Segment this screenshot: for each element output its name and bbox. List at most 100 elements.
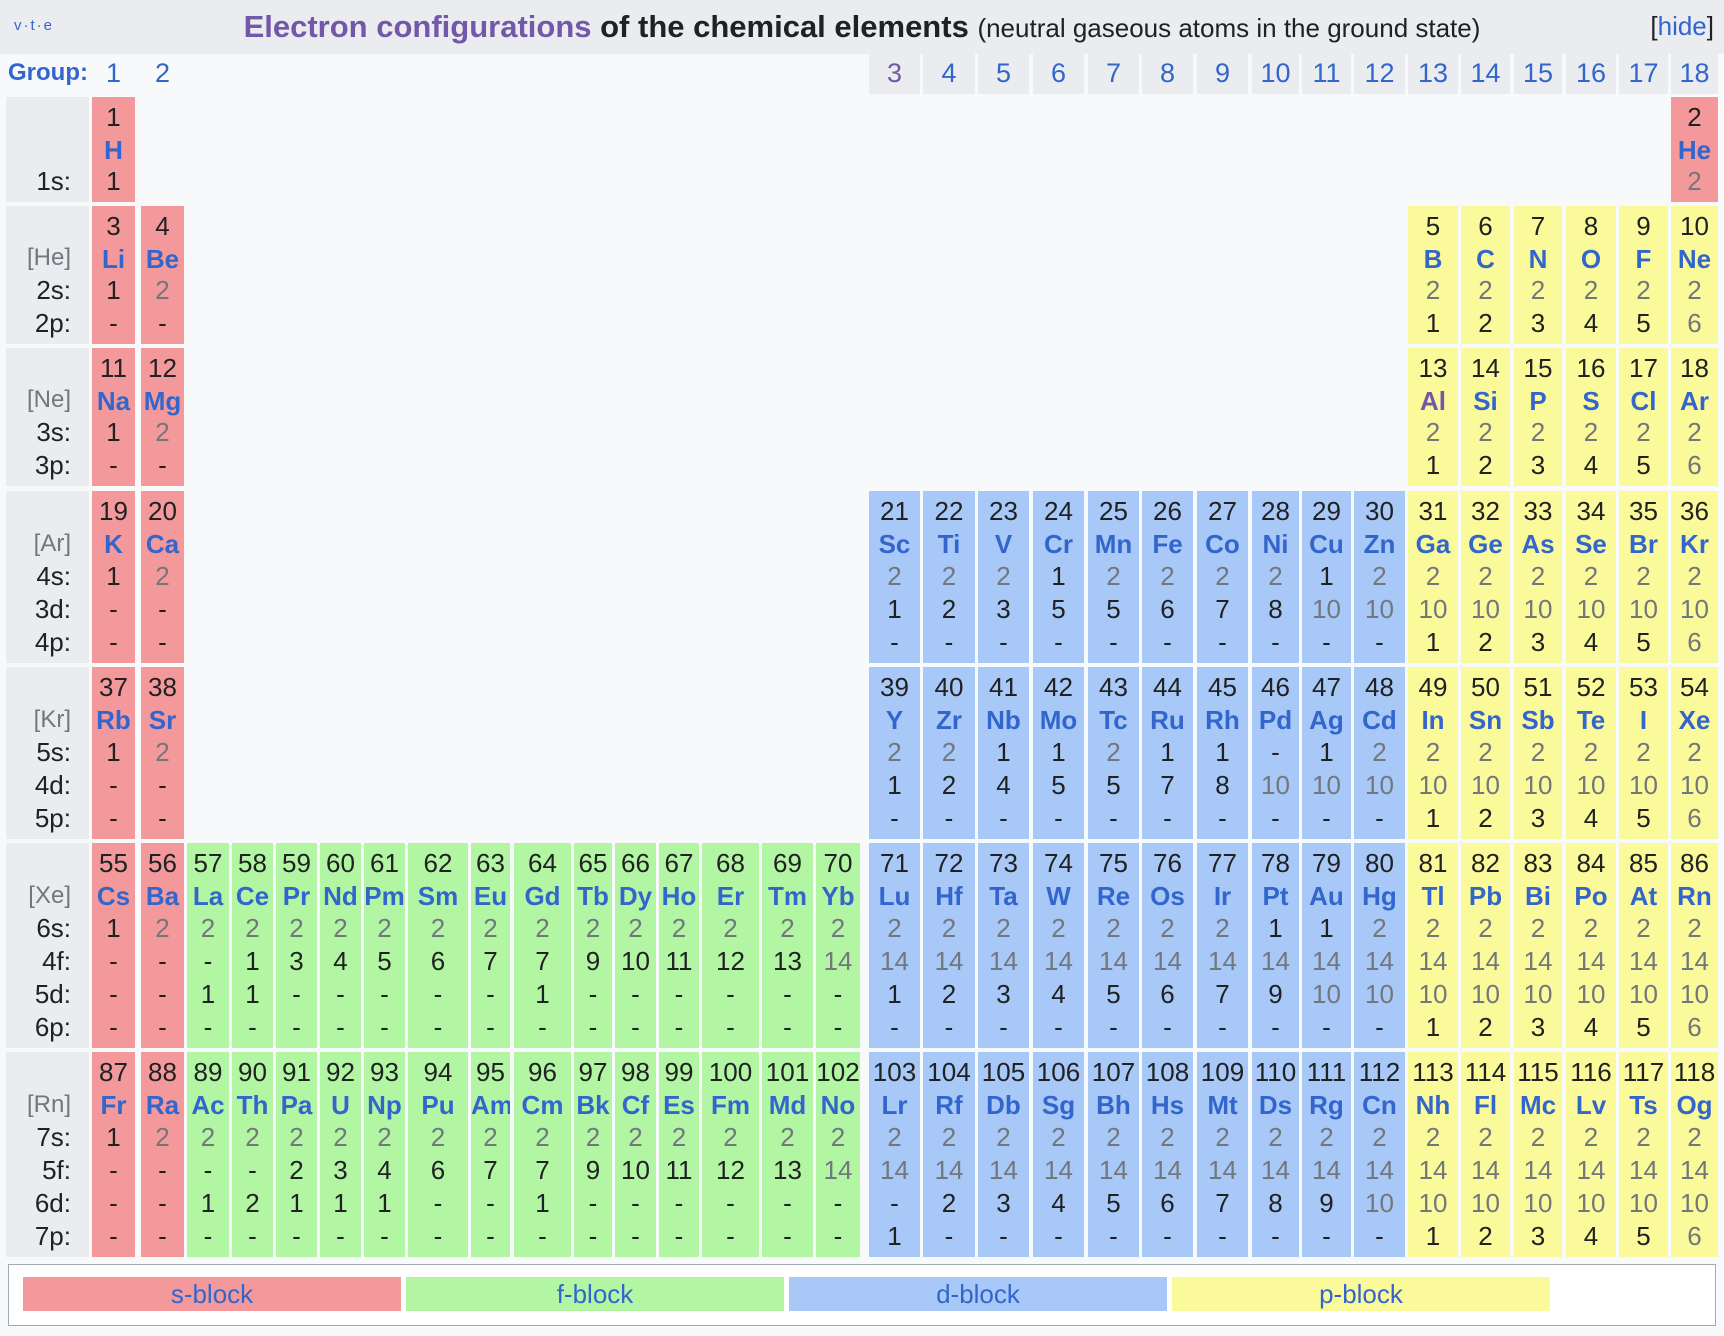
element-symbol[interactable]: Bk [576, 1090, 610, 1120]
element-symbol[interactable]: Db [986, 1090, 1021, 1120]
group-header-7[interactable]: 7 [1088, 52, 1139, 94]
element-cell-lu[interactable]: 71 Lu 2 14 1- [869, 843, 920, 1048]
element-cell-sg[interactable]: 106 Sg 2 14 4- [1033, 1052, 1084, 1257]
element-cell-ag[interactable]: 47 Ag 1 10- [1302, 667, 1351, 839]
element-symbol[interactable]: Br [1629, 529, 1658, 559]
element-symbol[interactable]: Pr [282, 881, 311, 911]
view-template-link[interactable]: v [14, 17, 24, 34]
element-cell-as[interactable]: 33 As 2 10 3 [1514, 491, 1562, 663]
element-cell-at[interactable]: 85 At 2 14 10 5 [1619, 843, 1668, 1048]
element-cell-es[interactable]: 99 Es 2 11- - [659, 1052, 699, 1257]
element-symbol[interactable]: Am [471, 1090, 510, 1120]
element-cell-og[interactable]: 118 Og 2 14 10 6 [1671, 1052, 1718, 1257]
group-header-9[interactable]: 9 [1197, 52, 1248, 94]
element-symbol[interactable]: In [1421, 705, 1445, 735]
hide-link[interactable]: hide [1657, 11, 1707, 41]
group-header-11[interactable]: 11 [1302, 52, 1351, 94]
group-header-8[interactable]: 8 [1142, 52, 1193, 94]
element-symbol[interactable]: Mo [1039, 705, 1078, 735]
element-symbol[interactable]: Eu [473, 881, 508, 911]
element-symbol[interactable]: Zr [936, 705, 962, 735]
element-symbol[interactable]: Co [1205, 529, 1240, 559]
group-header-12[interactable]: 12 [1354, 52, 1405, 94]
element-symbol[interactable]: Si [1473, 386, 1498, 416]
element-cell-eu[interactable]: 63 Eu 2 7- - [471, 843, 510, 1048]
element-cell-hg[interactable]: 80 Hg 2 14 10- [1354, 843, 1405, 1048]
element-cell-ho[interactable]: 67 Ho 2 11- - [659, 843, 699, 1048]
element-symbol[interactable]: Ga [1415, 529, 1451, 559]
element-cell-tm[interactable]: 69 Tm 2 13- - [762, 843, 813, 1048]
element-cell-sm[interactable]: 62 Sm 2 6- - [408, 843, 468, 1048]
element-symbol[interactable]: Yb [821, 881, 855, 911]
element-cell-gd[interactable]: 64 Gd 2 7 1- [514, 843, 571, 1048]
element-symbol[interactable]: Os [1150, 881, 1185, 911]
element-cell-pm[interactable]: 61 Pm 2 5- - [364, 843, 405, 1048]
element-symbol[interactable]: Md [768, 1090, 807, 1120]
element-symbol[interactable]: Ca [145, 529, 180, 559]
element-cell-hf[interactable]: 72 Hf 2 14 2- [923, 843, 975, 1048]
element-cell-sb[interactable]: 51 Sb 2 10 3 [1514, 667, 1562, 839]
element-cell-au[interactable]: 79 Au 1 14 10- [1302, 843, 1351, 1048]
element-cell-ta[interactable]: 73 Ta 2 14 3- [978, 843, 1029, 1048]
element-symbol[interactable]: Fl [1473, 1090, 1498, 1120]
element-symbol[interactable]: Pd [1258, 705, 1293, 735]
element-cell-bk[interactable]: 97 Bk 2 9- - [574, 1052, 612, 1257]
element-cell-cr[interactable]: 24 Cr 1 5- [1033, 491, 1084, 663]
element-cell-sn[interactable]: 50 Sn 2 10 2 [1461, 667, 1510, 839]
element-symbol[interactable]: Kr [1680, 529, 1709, 559]
group-header-2[interactable]: 2 [154, 58, 171, 88]
group-header-18[interactable]: 18 [1671, 52, 1718, 94]
element-symbol[interactable]: Mg [143, 386, 182, 416]
element-symbol[interactable]: Ac [191, 1090, 225, 1120]
group-header-5[interactable]: 5 [978, 52, 1029, 94]
element-symbol[interactable]: Pm [364, 881, 405, 911]
element-symbol[interactable]: He [1677, 135, 1712, 165]
element-cell-co[interactable]: 27 Co 2 7- [1197, 491, 1248, 663]
element-symbol[interactable]: Nd [323, 881, 358, 911]
element-cell-cd[interactable]: 48 Cd 2 10- [1354, 667, 1405, 839]
element-symbol[interactable]: H [104, 135, 123, 165]
element-cell-rh[interactable]: 45 Rh 1 8- [1197, 667, 1248, 839]
group-header-1[interactable]: 1 [105, 58, 122, 88]
element-cell-cf[interactable]: 98 Cf 2 10- - [615, 1052, 656, 1257]
element-symbol[interactable]: Hf [935, 881, 963, 911]
element-cell-zn[interactable]: 30 Zn 2 10- [1354, 491, 1405, 663]
element-symbol[interactable]: O [1580, 244, 1602, 274]
element-symbol[interactable]: Lu [878, 881, 911, 911]
element-cell-cl[interactable]: 17 Cl 2 5 [1619, 348, 1668, 486]
element-symbol[interactable]: Sr [148, 705, 177, 735]
element-symbol[interactable]: Tl [1421, 881, 1445, 911]
element-symbol[interactable]: Mc [1519, 1090, 1557, 1120]
element-symbol[interactable]: Sm [417, 881, 459, 911]
element-symbol[interactable]: Hg [1362, 881, 1397, 911]
element-symbol[interactable]: Rb [96, 705, 131, 735]
element-cell-ti[interactable]: 22 Ti 2 2- [923, 491, 975, 663]
legend-f-block[interactable]: f-block [406, 1277, 784, 1311]
element-cell-lr[interactable]: 103 Lr 2 14-1 [869, 1052, 920, 1257]
element-symbol[interactable]: Tm [768, 881, 807, 911]
element-cell-ts[interactable]: 117 Ts 2 14 10 5 [1619, 1052, 1668, 1257]
element-cell-nb[interactable]: 41 Nb 1 4- [978, 667, 1029, 839]
element-symbol[interactable]: Ni [1262, 529, 1289, 559]
group-header-14[interactable]: 14 [1461, 52, 1510, 94]
element-symbol[interactable]: Na [96, 386, 131, 416]
element-cell-mo[interactable]: 42 Mo 1 5- [1033, 667, 1084, 839]
element-cell-ac[interactable]: 89 Ac 2-1- [187, 1052, 229, 1257]
element-cell-li[interactable]: 3 Li 1- [92, 206, 135, 344]
element-cell-i[interactable]: 53 I 2 10 5 [1619, 667, 1668, 839]
element-cell-al[interactable]: 13 Al 2 1 [1408, 348, 1458, 486]
group-label[interactable]: Group: [8, 59, 88, 86]
element-cell-rn[interactable]: 86 Rn 2 14 10 6 [1671, 843, 1718, 1048]
group-header-3[interactable]: 3 [869, 52, 920, 94]
element-symbol[interactable]: Al [1420, 386, 1446, 416]
element-symbol[interactable]: U [331, 1090, 350, 1120]
element-symbol[interactable]: Cn [1362, 1090, 1397, 1120]
talk-template-link[interactable]: t [30, 17, 37, 34]
element-cell-pt[interactable]: 78 Pt 1 14 9- [1252, 843, 1299, 1048]
element-symbol[interactable]: S [1582, 386, 1600, 416]
element-symbol[interactable]: W [1046, 881, 1071, 911]
element-cell-ir[interactable]: 77 Ir 2 14 7- [1197, 843, 1248, 1048]
element-symbol[interactable]: Ar [1680, 386, 1709, 416]
